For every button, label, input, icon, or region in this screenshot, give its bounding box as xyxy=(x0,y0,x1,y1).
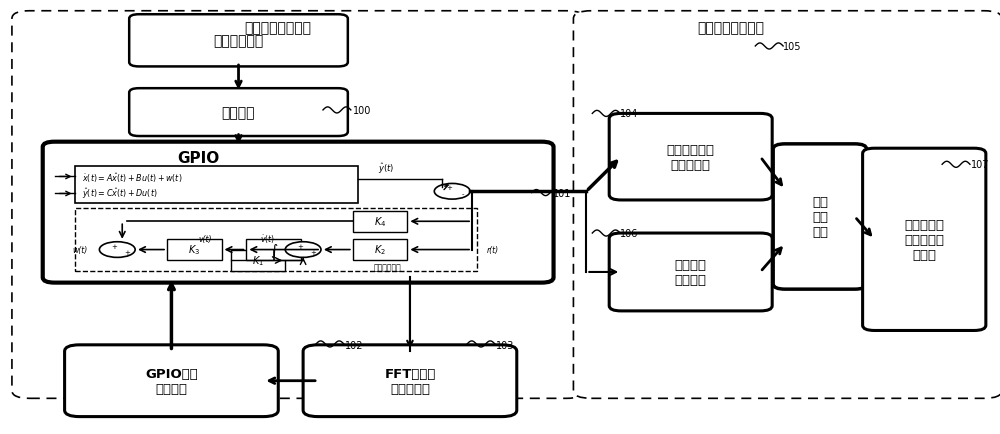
FancyBboxPatch shape xyxy=(65,345,278,417)
Circle shape xyxy=(285,242,321,258)
Text: 安全阈値
配置模块: 安全阈値 配置模块 xyxy=(675,258,707,286)
Bar xyxy=(167,240,222,260)
Text: +: + xyxy=(111,243,117,250)
Text: FFT残差频
谱分析模块: FFT残差频 谱分析模块 xyxy=(384,367,436,395)
Text: 107: 107 xyxy=(971,160,989,170)
Text: 二次
滤波
处理: 二次 滤波 处理 xyxy=(812,196,828,238)
Text: 监测目标系统: 监测目标系统 xyxy=(213,34,264,48)
Text: w(t): w(t) xyxy=(72,246,87,254)
Text: GPIO: GPIO xyxy=(178,151,220,166)
Circle shape xyxy=(99,242,135,258)
Text: 100: 100 xyxy=(353,106,371,115)
Text: $\hat{y}(t)=C\hat{x}(t)+Du(t)$: $\hat{y}(t)=C\hat{x}(t)+Du(t)$ xyxy=(82,186,158,200)
Text: r(t): r(t) xyxy=(487,245,499,254)
Text: GPIO参数
优化模块: GPIO参数 优化模块 xyxy=(145,367,198,395)
Text: 102: 102 xyxy=(345,340,363,350)
Text: $\hat{y}(t)$: $\hat{y}(t)$ xyxy=(378,161,394,175)
Text: $K_1$: $K_1$ xyxy=(252,254,264,268)
Bar xyxy=(246,240,301,260)
Text: 动态反馈回路: 动态反馈回路 xyxy=(374,263,401,271)
FancyBboxPatch shape xyxy=(12,12,584,398)
Text: 残差信号评估模块: 残差信号评估模块 xyxy=(697,21,764,35)
Text: $\int$: $\int$ xyxy=(270,241,278,259)
Text: 103: 103 xyxy=(496,340,514,350)
Text: $\dot{x}(t)=A\hat{x}(t)+Bu(t)+w(t)$: $\dot{x}(t)=A\hat{x}(t)+Bu(t)+w(t)$ xyxy=(82,171,183,185)
Bar xyxy=(353,240,407,260)
FancyBboxPatch shape xyxy=(773,145,867,289)
FancyBboxPatch shape xyxy=(129,89,348,137)
Text: 复系数增益向
量配置模块: 复系数增益向 量配置模块 xyxy=(667,143,715,171)
Text: +: + xyxy=(446,185,452,191)
FancyBboxPatch shape xyxy=(573,12,1000,398)
Circle shape xyxy=(434,184,470,200)
Text: -: - xyxy=(462,191,464,197)
Text: $K_4$: $K_4$ xyxy=(374,215,386,229)
Bar xyxy=(353,211,407,232)
FancyBboxPatch shape xyxy=(129,15,348,67)
Text: 101: 101 xyxy=(553,189,571,199)
Text: 106: 106 xyxy=(620,229,639,238)
FancyBboxPatch shape xyxy=(863,149,986,331)
Text: $\dot{v}(t)$: $\dot{v}(t)$ xyxy=(260,233,275,246)
Text: v(t): v(t) xyxy=(198,235,212,243)
Text: +: + xyxy=(297,243,303,250)
Bar xyxy=(75,208,477,271)
FancyBboxPatch shape xyxy=(609,233,772,311)
FancyBboxPatch shape xyxy=(609,114,772,201)
Text: $K_2$: $K_2$ xyxy=(374,243,386,257)
Text: $K_3$: $K_3$ xyxy=(188,243,200,257)
Text: +: + xyxy=(310,249,316,255)
Text: 故障检测结
果显示与报
警模块: 故障检测结 果显示与报 警模块 xyxy=(904,218,944,261)
Text: 残差信号生成模块: 残差信号生成模块 xyxy=(245,21,312,35)
Text: 通信模块: 通信模块 xyxy=(222,106,255,120)
Bar xyxy=(75,167,358,204)
Bar xyxy=(231,250,285,271)
FancyBboxPatch shape xyxy=(43,142,554,283)
Text: 104: 104 xyxy=(620,109,639,119)
Text: 105: 105 xyxy=(783,42,802,52)
FancyBboxPatch shape xyxy=(303,345,517,417)
Text: +: + xyxy=(124,249,130,255)
